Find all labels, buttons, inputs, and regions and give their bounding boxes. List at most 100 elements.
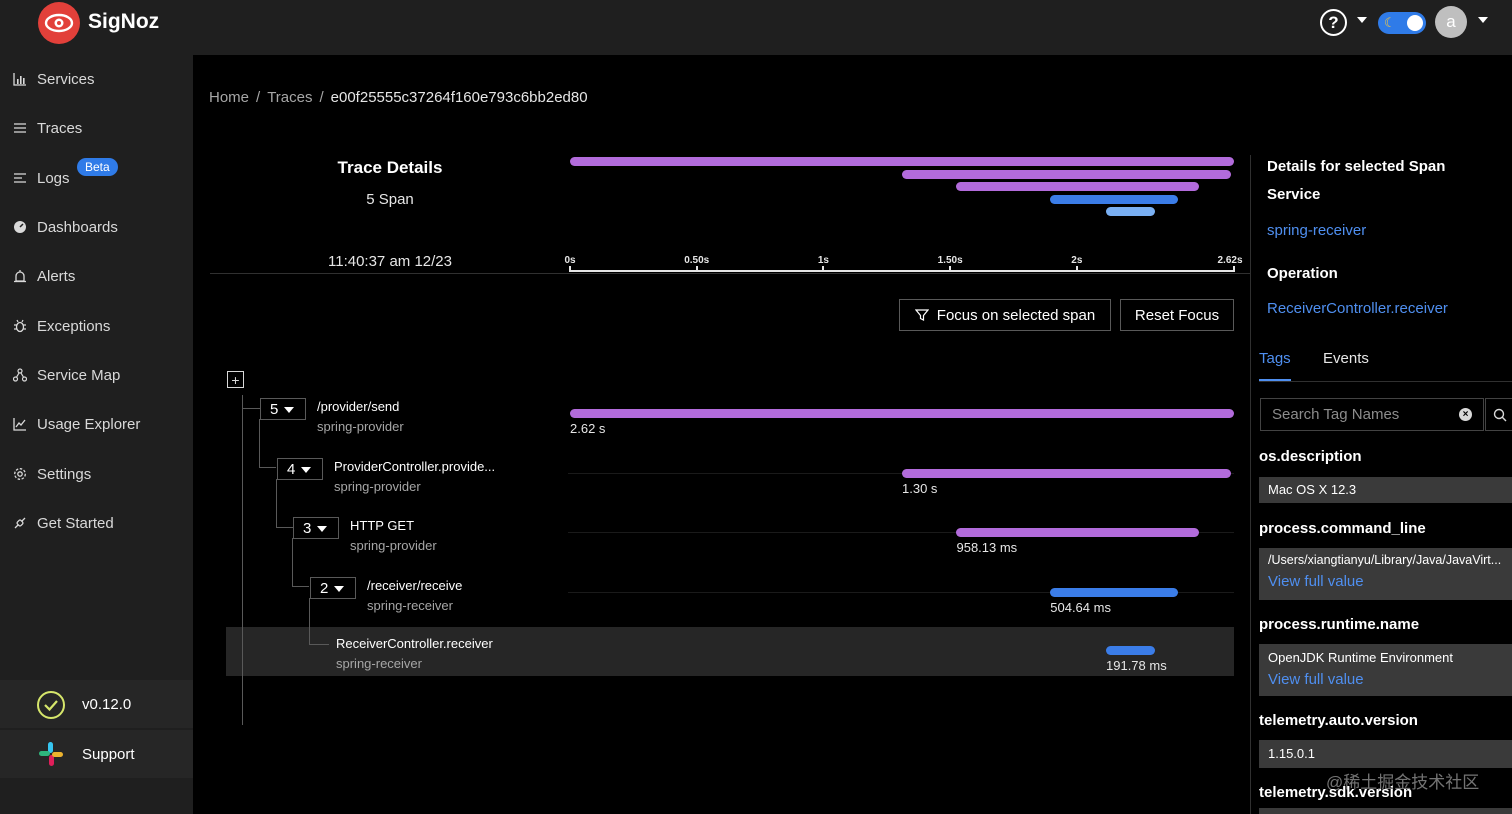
signoz-logo-icon[interactable] [38,2,80,44]
support-link[interactable]: Support [0,730,193,778]
operation-value[interactable]: ReceiverController.receiver [1267,300,1448,317]
tree-line [259,419,260,467]
span-operation[interactable]: ProviderController.provide... [334,459,496,474]
view-full-value-link[interactable]: View full value [1268,573,1364,590]
service-value[interactable]: spring-receiver [1267,222,1367,239]
sidebar-item-label: Get Started [37,514,114,532]
minimap-span-bar [902,170,1232,179]
sidebar-item-settings[interactable]: Settings [0,454,193,494]
span-bar[interactable] [902,469,1232,478]
tree-connector [309,644,329,645]
sidebar-item-exceptions[interactable]: Exceptions [0,306,193,346]
axis-tick-label: 2.62s [1217,255,1243,266]
span-service: spring-provider [350,538,437,553]
api-icon [12,515,28,531]
span-count: 5 Span [366,191,414,208]
breadcrumb-home[interactable]: Home [209,89,250,106]
theme-toggle[interactable]: ☾ [1378,12,1426,34]
caret-down-icon [284,407,294,413]
span-service: spring-receiver [367,598,453,613]
breadcrumb-traces[interactable]: Traces [267,89,313,106]
span-service: spring-receiver [336,656,422,671]
axis-tick [1233,266,1235,272]
sidebar-item-logs[interactable]: Logs Beta [0,158,193,198]
help-dropdown-chevron-icon[interactable] [1357,17,1367,23]
axis-tick-label: 0.50s [684,255,710,266]
span-bar[interactable] [956,528,1200,537]
tree-connector [292,586,309,587]
tree-connector [276,527,293,528]
reset-focus-button[interactable]: Reset Focus [1120,299,1234,331]
brand-name[interactable]: SigNoz [88,10,160,33]
row-guide [568,592,1234,593]
span-collapse-toggle[interactable]: 3 [293,517,339,539]
search-tag-input[interactable] [1260,398,1484,431]
axis-tick [695,266,698,272]
axis-tick [949,266,952,272]
span-operation[interactable]: HTTP GET [350,518,415,533]
sidebar-item-service-map[interactable]: Service Map [0,355,193,395]
sidebar-item-dashboards[interactable]: Dashboards [0,207,193,247]
toggle-knob [1407,15,1423,31]
sidebar-item-services[interactable]: Services [0,59,193,99]
line-chart-icon [12,416,28,432]
sidebar-item-alerts[interactable]: Alerts [0,256,193,296]
child-count: 3 [303,519,312,537]
selected-span-highlight[interactable] [226,627,1234,676]
span-collapse-toggle[interactable]: 4 [277,458,323,480]
filter-icon [914,309,929,321]
sidebar: Services Traces Logs Beta Dashboards Ale… [0,55,193,814]
expand-all-icon[interactable]: + [227,371,244,388]
span-bar[interactable] [1106,646,1155,655]
view-full-value-link[interactable]: View full value [1268,671,1364,688]
caret-down-icon [301,467,311,473]
slack-icon [37,740,65,773]
details-title: Details for selected Span [1267,158,1446,175]
tag-value: 1.15.0.1 [1259,740,1512,768]
tag-key: process.command_line [1259,520,1426,537]
alarm-icon [12,268,28,284]
help-icon[interactable]: ? [1320,9,1347,36]
active-tab-indicator [1259,379,1291,381]
moon-icon: ☾ [1384,15,1396,30]
breadcrumb: Home / Traces / e00f25555c37264f160e793c6bb2… [209,89,588,106]
reset-button-label: Reset Focus [1134,306,1220,324]
bug-icon [12,318,28,334]
clear-icon[interactable]: × [1459,408,1472,421]
minimap-span-bar [1050,195,1179,204]
span-operation[interactable]: ReceiverController.receiver [336,636,493,651]
sidebar-item-get-started[interactable]: Get Started [0,503,193,543]
focus-selected-span-button[interactable]: Focus on selected span [899,299,1111,331]
axis-tick-label: 0s [564,255,576,266]
span-service: spring-provider [317,419,404,434]
tag-value: OpenJDK Runtime Environment View full va… [1259,644,1512,696]
service-label: Service [1267,186,1321,203]
tag-value-text: 1.15.0.1 [1268,746,1315,761]
child-count: 4 [287,460,296,478]
span-duration: 2.62 s [570,421,606,436]
span-operation[interactable]: /receiver/receive [367,578,463,593]
details-divider [1250,155,1251,814]
span-operation[interactable]: /provider/send [317,399,400,414]
sidebar-item-usage-explorer[interactable]: Usage Explorer [0,404,193,444]
beta-badge: Beta [77,158,118,176]
header-divider [210,273,1250,274]
search-button[interactable] [1485,398,1512,431]
avatar[interactable]: a [1435,6,1467,38]
sidebar-item-label: Exceptions [37,317,111,335]
span-bar[interactable] [1050,588,1179,597]
tree-line [292,538,293,586]
span-bar[interactable] [570,409,1234,418]
profile-dropdown-chevron-icon[interactable] [1478,17,1488,23]
axis-tick [569,266,571,272]
version-footer[interactable]: v0.12.0 [0,680,193,728]
axis-tick [1075,266,1078,272]
span-collapse-toggle[interactable]: 5 [260,398,306,420]
axis-tick-label: 1.50s [937,255,963,266]
version-label: v0.12.0 [82,695,132,713]
tab-events[interactable]: Events [1323,350,1369,367]
caret-down-icon [334,586,344,592]
sidebar-item-traces[interactable]: Traces [0,108,193,148]
span-collapse-toggle[interactable]: 2 [310,577,356,599]
tab-tags[interactable]: Tags [1259,350,1291,367]
